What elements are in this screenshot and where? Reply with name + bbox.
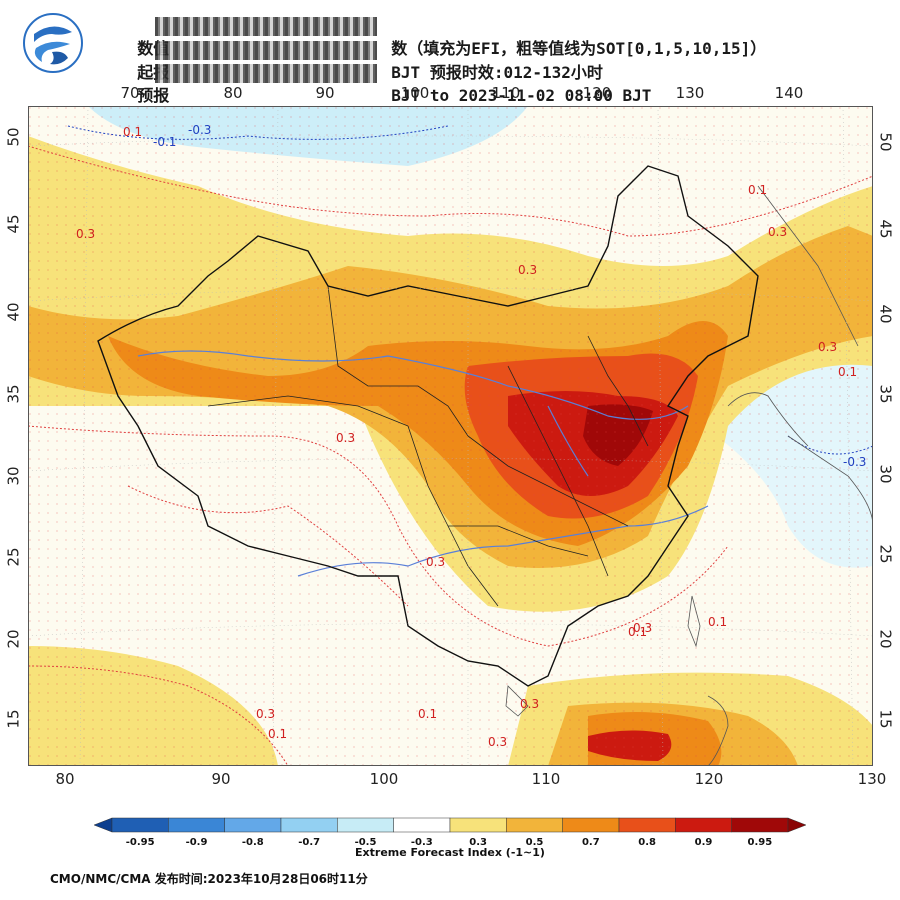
contour-label: 0.1	[628, 625, 647, 639]
lat-label-left: 25	[4, 547, 23, 567]
colorbar-segment	[618, 817, 676, 833]
colorbar-segment	[449, 817, 507, 833]
redacted-text	[155, 64, 377, 83]
contour-label: 0.3	[336, 431, 355, 445]
contour-label: 0.3	[520, 697, 539, 711]
contour-label: -0.1	[153, 135, 176, 149]
colorbar-segment	[562, 817, 620, 833]
publish-info: CMO/NMC/CMA 发布时间:2023年10月28日06时11分	[50, 872, 368, 886]
contour-label: 0.1	[268, 727, 287, 741]
lat-label-right: 45	[876, 219, 895, 239]
lon-label-top: 120	[582, 84, 612, 102]
contour-label: -0.3	[843, 455, 866, 469]
colorbar-tick-label: -0.5	[355, 837, 377, 848]
contour-label: 0.3	[426, 555, 445, 569]
lat-label-right: 20	[876, 629, 895, 649]
contour-label: 0.1	[748, 183, 767, 197]
rivers	[137, 350, 709, 577]
colorbar-segment	[111, 817, 169, 833]
lat-label-right: 35	[876, 384, 895, 404]
colorbar-segment	[506, 817, 563, 833]
lat-label-left: 40	[4, 302, 23, 322]
coastlines	[505, 185, 873, 766]
colorbar-tick-label: 0.8	[638, 837, 656, 848]
lat-label-left: 20	[4, 629, 23, 649]
contour-label: 0.3	[256, 707, 275, 721]
china-border	[97, 165, 759, 687]
header-line-3-prefix: 预报	[137, 86, 170, 105]
colorbar-tick-label: 0.9	[695, 837, 713, 848]
colorbar-arrow-low	[93, 817, 113, 833]
lon-label-top: 140	[774, 84, 804, 102]
header-line-2: 起报 BJT 预报时效:012-132小时	[118, 40, 603, 83]
contour-label: 0.3	[518, 263, 537, 277]
header-line-3: 预报 BJT to 2023-11-02 08:00 BJT	[118, 63, 651, 106]
contour-label: 0.3	[768, 225, 787, 239]
contour-label: 0.1	[708, 615, 727, 629]
lon-label-bottom: 130	[857, 770, 887, 788]
colorbar-title: Extreme Forecast Index (-1~1)	[355, 846, 545, 859]
map-canvas: 0.1 -0.1 -0.3 0.3 0.3 0.3 0.1 0.3 0.3 0.…	[28, 106, 873, 766]
colorbar-segment	[393, 817, 451, 833]
colorbar: -0.95 -0.9 -0.8 -0.7 -0.5 -0.3 0.3 0.5 0.7 0.8 0.9…	[93, 817, 807, 848]
colorbar-segment	[675, 817, 732, 833]
colorbar-segment	[168, 817, 225, 833]
colorbar-segment	[280, 817, 338, 833]
lat-label-left: 15	[4, 709, 23, 729]
lat-label-right: 40	[876, 304, 895, 324]
colorbar-tick-label: 0.3	[469, 837, 487, 848]
lat-label-right: 50	[876, 132, 895, 152]
lat-label-left: 30	[4, 466, 23, 486]
lat-label-right: 25	[876, 544, 895, 564]
lon-label-top: 100	[400, 84, 430, 102]
redacted-text	[155, 17, 377, 36]
colorbar-segment	[337, 817, 394, 833]
header-line-3-suffix: BJT to 2023-11-02 08:00 BJT	[391, 86, 652, 105]
colorbar-tick-label: 0.5	[526, 837, 544, 848]
lat-label-left: 45	[4, 214, 23, 234]
contour-label: 0.1	[123, 125, 142, 139]
header-line-2-suffix: BJT 预报时效:012-132小时	[391, 63, 603, 82]
efi-map: 0.1 -0.1 -0.3 0.3 0.3 0.3 0.1 0.3 0.3 0.…	[28, 106, 873, 766]
colorbar-tick-label: -0.9	[186, 837, 208, 848]
lat-label-right: 30	[876, 464, 895, 484]
contour-label: 0.3	[818, 340, 837, 354]
redacted-text	[155, 41, 377, 60]
colorbar-tick-label: 0.95	[747, 837, 772, 848]
cma-logo	[23, 13, 83, 73]
contour-label: 0.1	[838, 365, 857, 379]
colorbar-arrow-high	[787, 817, 807, 833]
contour-label: 0.3	[76, 227, 95, 241]
lon-label-bottom: 80	[55, 770, 75, 788]
contour-label-group: 0.1 -0.1 -0.3 0.3 0.3 0.3 0.1 0.3 0.3 0.…	[76, 123, 866, 749]
province-borders	[207, 285, 649, 607]
contour-label: -0.3	[188, 123, 211, 137]
lon-label-top: 80	[223, 84, 243, 102]
colorbar-tick-label: -0.95	[126, 837, 155, 848]
colorbar-segment	[224, 817, 282, 833]
contour-label: 0.3	[633, 621, 652, 635]
header-line-1-suffix: 数（填充为EFI，粗等值线为SOT[0,1,5,10,15]）	[391, 39, 767, 58]
colorbar-tick-label: -0.3	[411, 837, 433, 848]
lon-label-bottom: 110	[531, 770, 561, 788]
lon-label-bottom: 120	[694, 770, 724, 788]
map-frame	[28, 106, 873, 766]
contour-label: 0.1	[418, 707, 437, 721]
colorbar-tick-label: 0.7	[582, 837, 600, 848]
colorbar-tick-label: -0.8	[242, 837, 264, 848]
lon-label-top: 70	[120, 84, 140, 102]
lon-label-top: 130	[675, 84, 705, 102]
lat-label-left: 35	[4, 384, 23, 404]
lon-label-top: 110	[491, 84, 521, 102]
contour-label: 0.3	[488, 735, 507, 749]
lon-label-bottom: 90	[211, 770, 231, 788]
colorbar-segment	[731, 817, 789, 833]
lon-label-top: 90	[315, 84, 335, 102]
contour-speckle	[28, 106, 873, 766]
lon-label-bottom: 100	[369, 770, 399, 788]
lat-label-right: 15	[876, 709, 895, 729]
lat-label-left: 50	[4, 127, 23, 147]
colorbar-tick-label: -0.7	[298, 837, 320, 848]
